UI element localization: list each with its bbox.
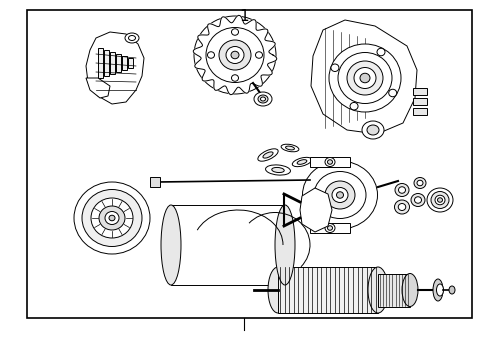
Ellipse shape xyxy=(434,195,444,205)
Ellipse shape xyxy=(337,53,391,104)
Ellipse shape xyxy=(327,160,332,164)
Ellipse shape xyxy=(128,36,135,41)
Ellipse shape xyxy=(297,160,306,164)
Ellipse shape xyxy=(432,279,442,301)
Polygon shape xyxy=(310,20,416,134)
Text: 1: 1 xyxy=(239,9,249,24)
Ellipse shape xyxy=(231,75,238,81)
Ellipse shape xyxy=(353,68,375,89)
Ellipse shape xyxy=(292,157,311,167)
Bar xyxy=(171,205,285,285)
Ellipse shape xyxy=(366,125,378,135)
Ellipse shape xyxy=(99,206,125,230)
Ellipse shape xyxy=(426,188,452,212)
Ellipse shape xyxy=(376,48,384,56)
Ellipse shape xyxy=(330,64,338,72)
Ellipse shape xyxy=(161,205,181,285)
Ellipse shape xyxy=(230,51,239,59)
Polygon shape xyxy=(193,15,276,95)
Bar xyxy=(412,98,426,105)
Ellipse shape xyxy=(448,286,454,294)
Ellipse shape xyxy=(367,267,387,313)
Ellipse shape xyxy=(410,194,424,207)
Ellipse shape xyxy=(82,189,142,247)
Ellipse shape xyxy=(260,97,265,101)
Ellipse shape xyxy=(302,161,377,229)
Ellipse shape xyxy=(430,192,448,208)
Ellipse shape xyxy=(401,274,417,306)
Ellipse shape xyxy=(257,149,278,161)
Ellipse shape xyxy=(125,33,139,43)
Bar xyxy=(377,274,409,307)
Polygon shape xyxy=(299,188,331,232)
Ellipse shape xyxy=(398,187,405,193)
Bar xyxy=(98,48,103,78)
Ellipse shape xyxy=(255,52,262,58)
Ellipse shape xyxy=(285,146,294,150)
Ellipse shape xyxy=(346,61,382,95)
Bar xyxy=(110,52,115,74)
Ellipse shape xyxy=(253,92,271,106)
Bar xyxy=(412,88,426,95)
Ellipse shape xyxy=(414,197,421,203)
Ellipse shape xyxy=(194,16,275,94)
Ellipse shape xyxy=(349,103,357,110)
Ellipse shape xyxy=(225,46,244,63)
Bar xyxy=(128,58,133,68)
Ellipse shape xyxy=(436,284,443,296)
Ellipse shape xyxy=(325,181,354,209)
Polygon shape xyxy=(309,223,349,233)
Ellipse shape xyxy=(416,180,422,186)
Ellipse shape xyxy=(281,144,298,152)
Bar xyxy=(278,267,377,313)
Ellipse shape xyxy=(325,158,334,166)
Bar xyxy=(104,50,109,76)
Ellipse shape xyxy=(437,198,442,202)
Bar xyxy=(116,54,121,72)
Ellipse shape xyxy=(331,188,347,202)
Ellipse shape xyxy=(105,212,119,225)
Ellipse shape xyxy=(388,89,396,97)
Ellipse shape xyxy=(325,224,334,233)
Bar xyxy=(27,10,471,318)
Ellipse shape xyxy=(219,40,250,70)
Ellipse shape xyxy=(207,52,214,58)
Ellipse shape xyxy=(328,44,400,112)
Ellipse shape xyxy=(361,121,383,139)
Ellipse shape xyxy=(394,184,408,197)
Ellipse shape xyxy=(258,95,267,103)
Ellipse shape xyxy=(109,215,115,221)
Ellipse shape xyxy=(91,198,133,238)
Ellipse shape xyxy=(313,171,365,219)
Ellipse shape xyxy=(336,192,343,198)
Bar xyxy=(122,56,127,70)
Polygon shape xyxy=(309,157,349,167)
Polygon shape xyxy=(150,177,160,187)
Ellipse shape xyxy=(231,29,238,35)
Ellipse shape xyxy=(263,152,272,158)
Polygon shape xyxy=(86,78,110,98)
Ellipse shape xyxy=(74,182,150,254)
Ellipse shape xyxy=(413,177,425,189)
Ellipse shape xyxy=(394,200,408,214)
Polygon shape xyxy=(86,32,143,104)
Bar xyxy=(412,108,426,115)
Ellipse shape xyxy=(205,27,264,82)
Ellipse shape xyxy=(267,267,287,313)
Ellipse shape xyxy=(274,205,294,285)
Ellipse shape xyxy=(271,167,284,172)
Ellipse shape xyxy=(397,203,405,211)
Ellipse shape xyxy=(359,73,369,83)
Ellipse shape xyxy=(327,226,332,230)
Ellipse shape xyxy=(265,165,290,175)
